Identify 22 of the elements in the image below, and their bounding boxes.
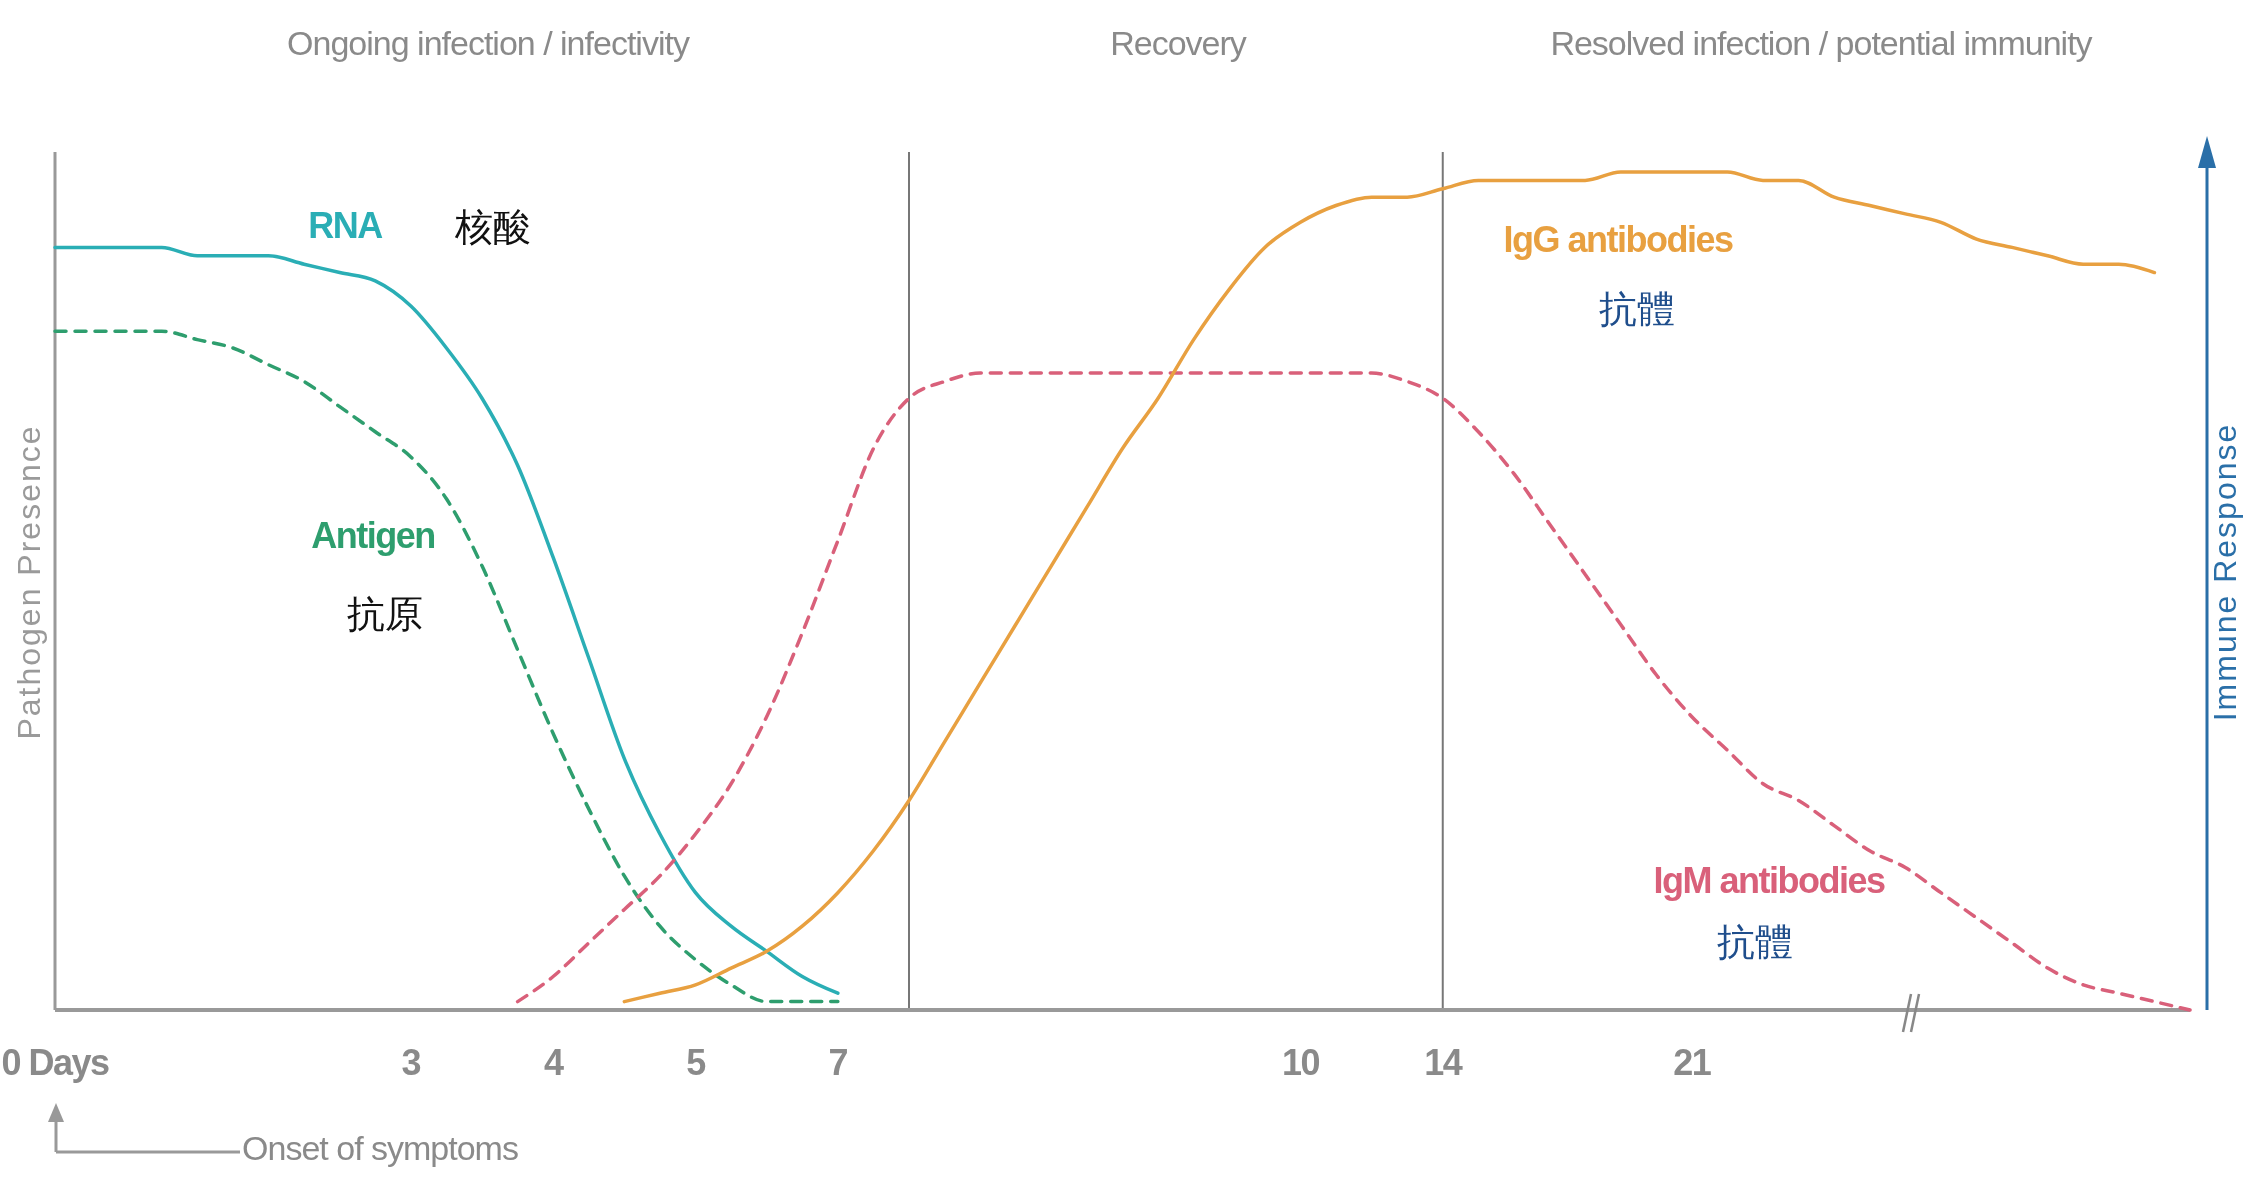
text: Ongoing infection / infectivity: [287, 24, 690, 62]
annotation: 抗體: [1717, 920, 1793, 964]
x-tick-label: 21: [1673, 1042, 1712, 1083]
text: Resolved infection / potential immunity: [1550, 24, 2093, 62]
x-tick-label: 3: [401, 1042, 421, 1083]
x-tick-label: 7: [828, 1042, 848, 1083]
x-tick-label: 5: [686, 1042, 707, 1083]
x-tick-label: 10: [1281, 1042, 1320, 1083]
text: Onset of symptoms: [242, 1129, 518, 1167]
x-tick-label: 14: [1424, 1042, 1463, 1083]
annotation: 抗原: [347, 592, 423, 636]
series-label: RNA: [308, 205, 384, 246]
text: Recovery: [1110, 24, 1247, 62]
annotation: 抗體: [1599, 287, 1675, 331]
y-axis-title: Pathogen Presence: [11, 424, 47, 740]
x-tick-label: 0 Days: [1, 1042, 110, 1083]
series-label: IgG antibodies: [1503, 219, 1733, 260]
series-label: IgM antibodies: [1653, 860, 1885, 901]
x-tick-label: 4: [543, 1042, 564, 1083]
series-label: Antigen: [311, 515, 435, 556]
y2-axis-title: Immune Response: [2207, 422, 2243, 722]
annotation: 核酸: [454, 205, 531, 249]
